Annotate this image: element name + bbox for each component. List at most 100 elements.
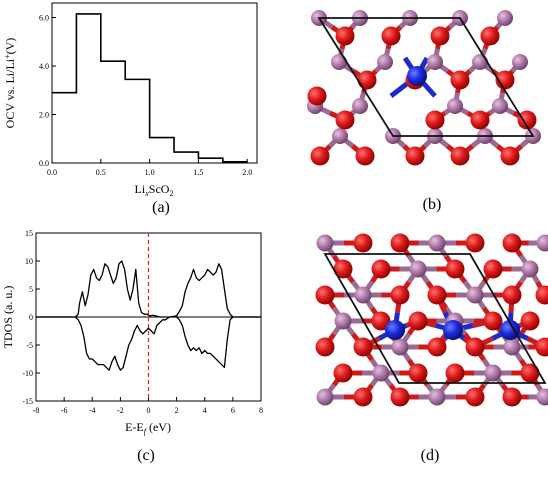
scandium-atom bbox=[429, 235, 446, 252]
tdos-ytick-label: -10 bbox=[22, 369, 33, 378]
oxygen-atom bbox=[354, 388, 373, 407]
tdos-xtick-label: 8 bbox=[259, 406, 263, 415]
tdos-ytick-label: 10 bbox=[25, 257, 33, 266]
tdos-ytick-label: -15 bbox=[22, 397, 33, 406]
oxygen-atom bbox=[503, 234, 522, 253]
scandium-atom bbox=[392, 339, 409, 356]
scandium-atom bbox=[429, 389, 446, 406]
tdos-ytick-label: 15 bbox=[25, 229, 33, 238]
oxygen-atom bbox=[503, 286, 522, 305]
ocv-ytick-label: 0.0 bbox=[39, 159, 49, 168]
scandium-atom bbox=[410, 261, 427, 278]
scandium-atom bbox=[522, 261, 539, 278]
ocv-xlabel: LixScO2 bbox=[135, 182, 174, 198]
ocv-axes-frame bbox=[52, 3, 257, 163]
scandium-atom bbox=[377, 54, 393, 70]
oxygen-atom bbox=[406, 147, 425, 166]
oxygen-atom bbox=[521, 312, 540, 331]
tdos-xlabel: E-Ef (eV) bbox=[125, 420, 171, 436]
oxygen-atom bbox=[391, 388, 410, 407]
scandium-atom bbox=[355, 287, 372, 304]
ocv-xtick-label: 0.0 bbox=[47, 168, 57, 177]
scandium-atom bbox=[317, 235, 334, 252]
ocv-ylabel: OCV vs. Li/Li+(V) bbox=[3, 38, 17, 129]
panel-b: (b) bbox=[305, 0, 548, 225]
oxygen-atom bbox=[428, 338, 447, 357]
tdos-ytick-label: -5 bbox=[26, 341, 33, 350]
oxygen-atom bbox=[336, 27, 355, 46]
scandium-atom bbox=[537, 235, 548, 252]
caption-d: (d) bbox=[410, 447, 450, 465]
scandium-atom bbox=[335, 313, 352, 330]
panel-d: (d) bbox=[305, 225, 548, 475]
oxygen-atom bbox=[446, 364, 465, 383]
oxygen-atom bbox=[466, 388, 485, 407]
lithium-atom bbox=[443, 320, 463, 340]
oxygen-atom bbox=[536, 286, 548, 305]
ocv-xtick-label: 1.0 bbox=[145, 168, 155, 177]
oxygen-atom bbox=[372, 260, 391, 279]
ocv-step-line bbox=[52, 14, 247, 162]
tdos-ylabel: TDOS (a. u.) bbox=[1, 286, 15, 349]
scandium-atom bbox=[512, 54, 528, 70]
scandium-atom bbox=[427, 54, 443, 70]
ocv-ytick-label: 2.0 bbox=[39, 111, 49, 120]
oxygen-atom bbox=[484, 312, 503, 331]
oxygen-atom bbox=[316, 338, 335, 357]
oxygen-atom bbox=[484, 260, 503, 279]
oxygen-atom bbox=[354, 338, 373, 357]
caption-c: (c) bbox=[126, 447, 166, 465]
ocv-xtick-label: 0.5 bbox=[96, 168, 106, 177]
tdos-ytick-label: 0 bbox=[29, 313, 33, 322]
oxygen-atom bbox=[391, 286, 410, 305]
lithium-atom bbox=[385, 320, 405, 340]
caption-b: (b) bbox=[412, 196, 452, 214]
oxygen-atom bbox=[501, 147, 520, 166]
ocv-plot-frame bbox=[52, 3, 257, 163]
oxygen-atom bbox=[426, 111, 445, 130]
oxygen-atom bbox=[431, 27, 450, 46]
scandium-atom bbox=[497, 10, 513, 26]
tdos-xtick-label: -6 bbox=[61, 406, 68, 415]
ocv-ytick-label: 4.0 bbox=[39, 62, 49, 71]
scandium-atom bbox=[537, 389, 548, 406]
crystal-structure-b bbox=[305, 0, 548, 225]
scandium-atom bbox=[373, 365, 390, 382]
oxygen-atom bbox=[451, 71, 470, 90]
oxygen-atom bbox=[409, 312, 428, 331]
oxygen-atom bbox=[358, 71, 377, 90]
oxygen-atom bbox=[356, 147, 375, 166]
tdos-ytick-label: 5 bbox=[29, 285, 33, 294]
tdos-xtick-label: 0 bbox=[147, 406, 151, 415]
scandium-atom bbox=[504, 339, 521, 356]
oxygen-atom bbox=[466, 234, 485, 253]
oxygen-atom bbox=[334, 260, 353, 279]
structure-b-atoms bbox=[307, 10, 541, 166]
ocv-xtick-label: 1.5 bbox=[193, 168, 203, 177]
oxygen-atom bbox=[316, 286, 335, 305]
oxygen-atom bbox=[311, 147, 330, 166]
scandium-atom bbox=[352, 98, 368, 114]
oxygen-atom bbox=[481, 27, 500, 46]
oxygen-atom bbox=[382, 27, 401, 46]
scandium-atom bbox=[492, 98, 508, 114]
oxygen-atom bbox=[308, 87, 327, 106]
scandium-atom bbox=[447, 98, 463, 114]
scandium-atom bbox=[485, 365, 502, 382]
oxygen-atom bbox=[391, 234, 410, 253]
scandium-atom bbox=[332, 128, 348, 144]
oxygen-atom bbox=[536, 338, 548, 357]
tdos-xtick-label: 4 bbox=[203, 406, 207, 415]
oxygen-atom bbox=[336, 111, 355, 130]
oxygen-atom bbox=[409, 364, 428, 383]
scandium-atom bbox=[472, 54, 488, 70]
oxygen-atom bbox=[503, 388, 522, 407]
ocv-ytick-label: 6.0 bbox=[39, 14, 49, 23]
caption-a: (a) bbox=[141, 199, 181, 217]
oxygen-atom bbox=[521, 364, 540, 383]
lithium-atom bbox=[407, 66, 427, 86]
oxygen-atom bbox=[466, 338, 485, 357]
structure-d-bonds bbox=[325, 243, 545, 397]
